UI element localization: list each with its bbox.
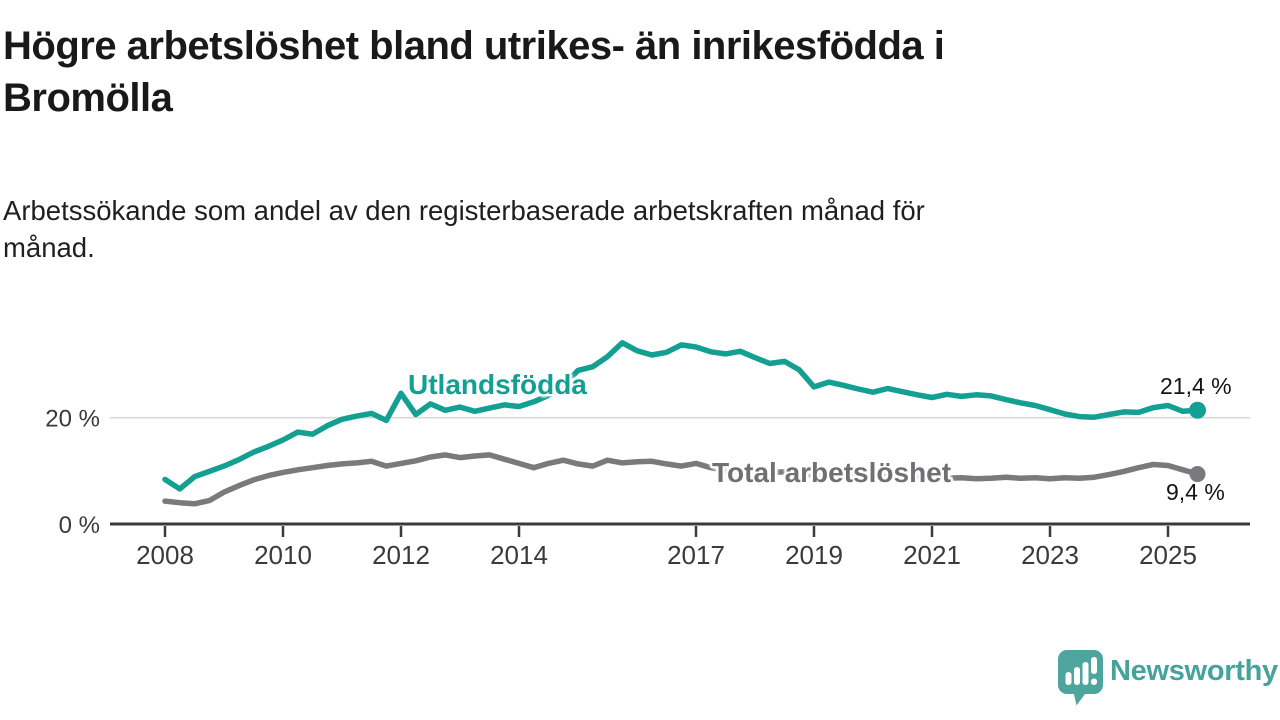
bar-chart-glyph xyxy=(1065,662,1089,685)
newsworthy-logo: Newsworthy xyxy=(1057,649,1278,707)
x-tick-label-2021: 2021 xyxy=(903,540,961,570)
x-tick-label-2025: 2025 xyxy=(1139,540,1197,570)
x-tick-label-2008: 2008 xyxy=(136,540,194,570)
x-tick-label-2017: 2017 xyxy=(667,540,725,570)
end-dot-0 xyxy=(1189,401,1206,419)
x-tick-label-2014: 2014 xyxy=(490,540,548,570)
end-dot-1 xyxy=(1189,466,1206,483)
x-tick-label-2012: 2012 xyxy=(372,540,430,570)
newsworthy-brand-text: Newsworthy xyxy=(1110,655,1278,687)
y-tick-label-0: 0 % xyxy=(59,512,100,539)
chart-line-1 xyxy=(162,452,1201,507)
end-value-label-utlandsfodda: 21,4 % xyxy=(1160,373,1232,399)
newsworthy-logo-icon xyxy=(1058,650,1103,706)
exclamation-glyph xyxy=(1091,657,1097,685)
x-tick-label-2010: 2010 xyxy=(254,540,312,570)
end-value-label-total: 9,4 % xyxy=(1166,479,1225,505)
x-tick-label-2023: 2023 xyxy=(1021,540,1079,570)
chart-line-0 xyxy=(162,340,1201,492)
page-title: Högre arbetslöshet bland utrikes- än inr… xyxy=(3,24,945,120)
page-subtitle: Arbetssökande som andel av den registerb… xyxy=(3,195,925,263)
series-label-utlandsfodda: Utlandsfödda xyxy=(408,369,587,400)
y-tick-label-20: 20 % xyxy=(45,406,100,433)
series-label-total-arbetsloshet: Total arbetslöshet xyxy=(712,457,952,488)
x-tick-label-2019: 2019 xyxy=(785,540,843,570)
